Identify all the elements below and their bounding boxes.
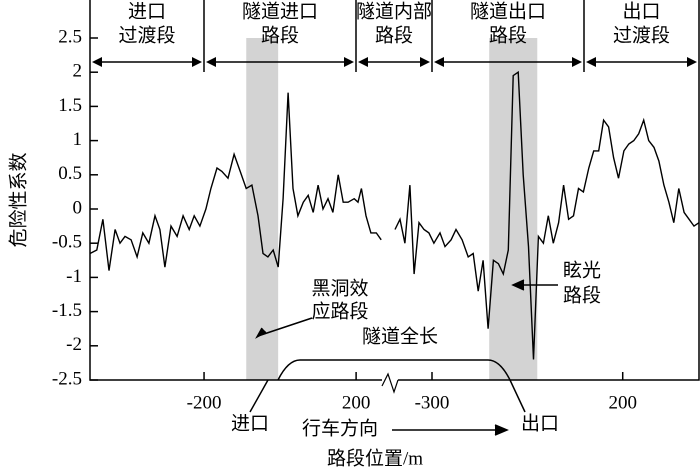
data-line bbox=[394, 70, 700, 360]
y-tick-label: -1.5 bbox=[52, 300, 82, 321]
section-label: 过渡段 bbox=[118, 24, 175, 46]
annotation-lines bbox=[249, 279, 558, 436]
shaded-region bbox=[246, 38, 279, 380]
entrance-label: 进口 bbox=[231, 412, 269, 434]
section-label: 过渡段 bbox=[613, 24, 670, 46]
exit-label: 出口 bbox=[521, 412, 559, 434]
direction-label: 行车方向 bbox=[302, 417, 378, 439]
x-axis-label: 路段位置/m bbox=[327, 447, 423, 469]
section-label: 路段 bbox=[261, 24, 299, 46]
x-tick-label: 200 bbox=[342, 392, 371, 413]
glare-label: 路段 bbox=[563, 284, 601, 306]
tunnel-length-label: 隧道全长 bbox=[362, 325, 438, 347]
data-line bbox=[89, 92, 382, 271]
black-hole-label: 黑洞效 bbox=[311, 277, 368, 299]
y-tick-label: 0.5 bbox=[58, 163, 82, 184]
section-label: 隧道进口 bbox=[242, 0, 318, 22]
y-tick-label: 1 bbox=[73, 129, 83, 150]
y-axis-label: 危险性系数 bbox=[7, 152, 29, 247]
y-tick-label: 0 bbox=[73, 197, 83, 218]
x-tick-label: 200 bbox=[608, 392, 637, 413]
section-label: 出口 bbox=[622, 0, 660, 22]
section-label: 隧道内部 bbox=[356, 0, 432, 22]
y-tick-label: -1 bbox=[66, 266, 82, 287]
y-tick-label: 2 bbox=[73, 61, 83, 82]
y-tick-label: 2.5 bbox=[58, 26, 82, 47]
black-hole-label: 应路段 bbox=[311, 300, 368, 322]
x-tick-label: -300 bbox=[415, 392, 450, 413]
section-label: 进口 bbox=[128, 0, 166, 22]
section-label: 隧道出口 bbox=[470, 0, 546, 22]
y-tick-label: -0.5 bbox=[52, 232, 82, 253]
section-label: 路段 bbox=[375, 24, 413, 46]
y-tick-label: -2.5 bbox=[52, 368, 82, 389]
x-tick-label: -200 bbox=[187, 392, 222, 413]
glare-label: 眩光 bbox=[563, 259, 601, 281]
section-label: 路段 bbox=[489, 24, 527, 46]
y-tick-label: 1.5 bbox=[58, 95, 82, 116]
axes bbox=[89, 0, 700, 381]
y-tick-label: -2 bbox=[66, 334, 82, 355]
